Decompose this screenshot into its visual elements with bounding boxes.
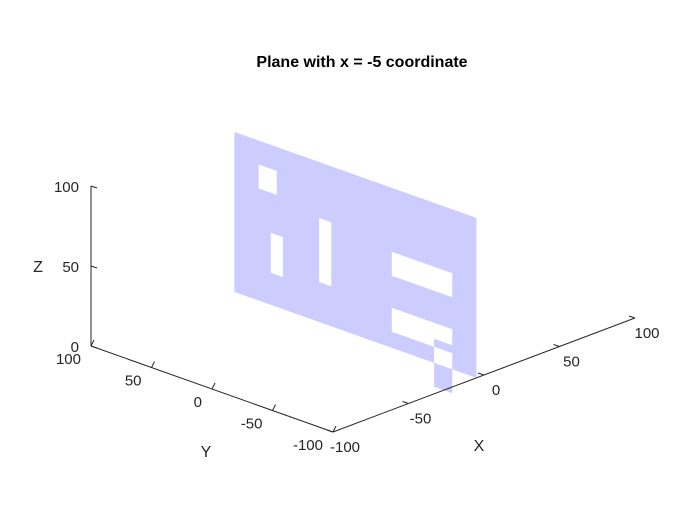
x-tick-1-mark — [402, 401, 409, 404]
y-tick-2-label: 0 — [194, 394, 202, 411]
tick-group: 0 50 100 100 50 0 -50 -100 -100 -50 0 50 100 — [54, 179, 660, 456]
y-tick-1-label: 50 — [125, 373, 142, 390]
x-tick-2-mark — [477, 372, 485, 376]
z-tick-2-mark — [90, 185, 98, 189]
z-tick-0-label: 0 — [71, 339, 79, 356]
x-axis-label: X — [474, 438, 485, 455]
x-tick-3-mark — [553, 344, 560, 347]
y-tick-2-mark — [211, 382, 216, 390]
z-tick-2-label: 100 — [54, 179, 79, 196]
plane-surface — [234, 131, 477, 394]
y-axis-label: Y — [201, 444, 212, 461]
x-tick-3-label: 50 — [563, 354, 580, 371]
y-tick-3-label: -50 — [241, 416, 263, 433]
y-tick-0-mark — [90, 339, 95, 347]
y-tick-0-label: 100 — [56, 351, 81, 368]
y-tick-4-mark — [332, 425, 337, 433]
y-tick-1-mark — [151, 361, 155, 368]
x-tick-4-label: 100 — [634, 325, 659, 342]
x-tick-2-label: 0 — [492, 382, 500, 399]
z-tick-1-mark — [90, 265, 98, 269]
y-tick-4-label: -100 — [293, 437, 323, 454]
z-axis-label: Z — [33, 259, 43, 276]
z-tick-1-label: 50 — [62, 259, 79, 276]
chart-title: Plane with x = -5 coordinate — [256, 54, 467, 71]
plane-group — [234, 131, 477, 394]
x-tick-4-mark — [628, 315, 636, 319]
x-tick-1-label: -50 — [410, 411, 432, 428]
y-tick-3-mark — [272, 404, 276, 411]
x-tick-0-mark — [326, 429, 334, 433]
z-tick-0-mark — [90, 345, 98, 349]
x-tick-0-label: -100 — [330, 439, 360, 456]
